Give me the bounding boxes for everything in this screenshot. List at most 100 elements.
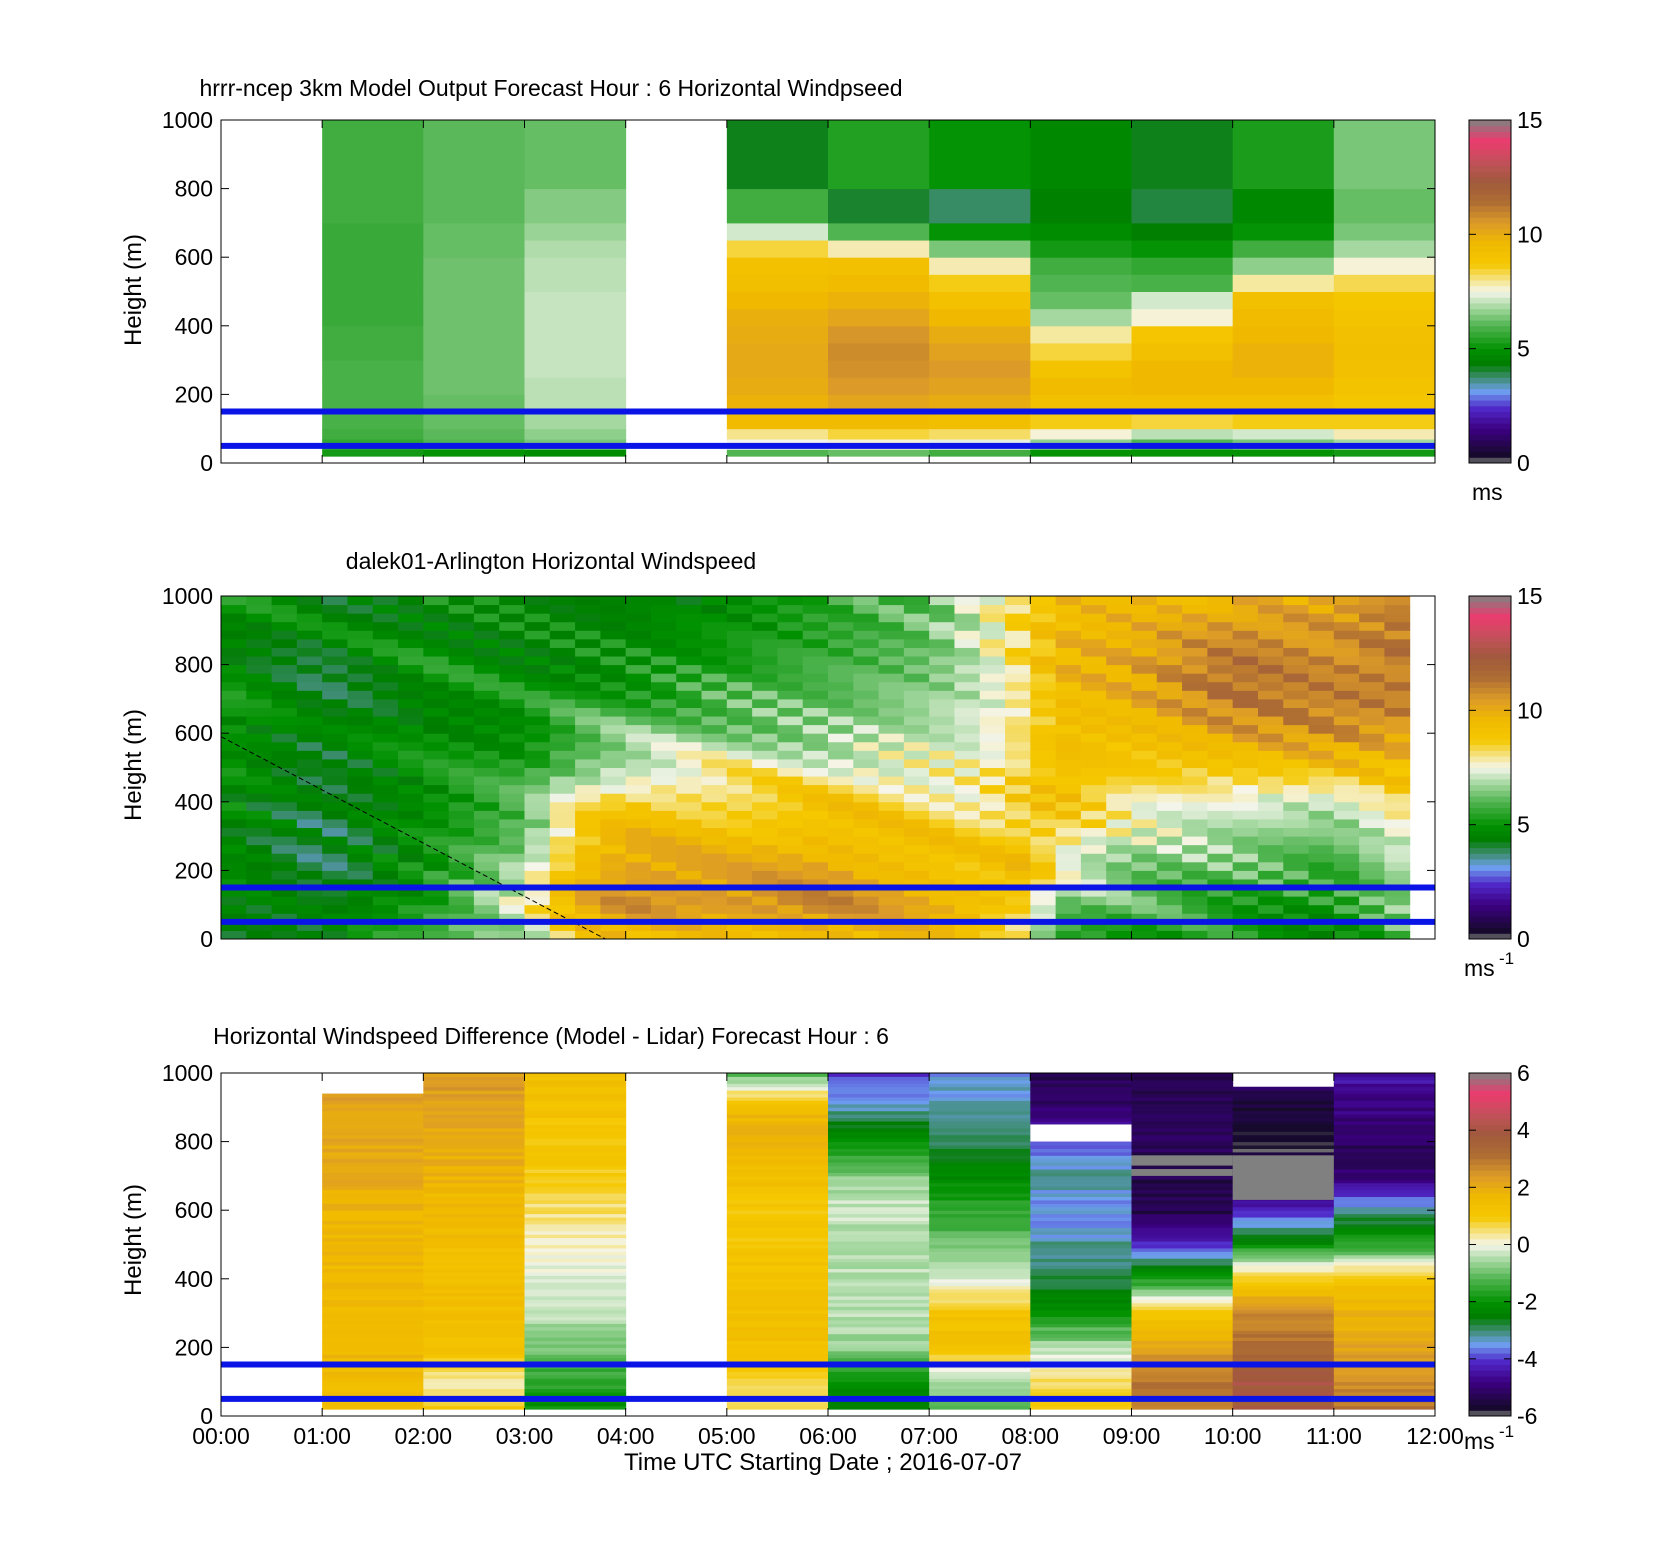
heatmap-cell [1005, 870, 1031, 880]
heatmap-cell [1131, 853, 1158, 863]
heatmap-cell [423, 1093, 525, 1098]
heatmap-cell [903, 690, 930, 700]
heatmap-cell [625, 836, 652, 846]
heatmap-cell [1359, 656, 1385, 666]
heatmap-cell [1030, 1261, 1132, 1266]
heatmap-cell [448, 750, 475, 760]
heatmap-cell [549, 853, 576, 863]
heatmap-cell [1131, 1134, 1234, 1139]
heatmap-cell [929, 621, 955, 631]
heatmap-cell [1232, 690, 1259, 700]
colorbar-segment [1469, 400, 1511, 407]
heatmap-cell [347, 673, 374, 683]
heatmap-cell [322, 1306, 424, 1311]
colorbar-segment [1469, 1118, 1511, 1125]
heatmap-cell [549, 801, 576, 811]
heatmap-cell [423, 1313, 525, 1318]
colorbar-segment [1469, 721, 1511, 728]
heatmap-cell [802, 827, 829, 837]
heatmap-cell [625, 690, 652, 700]
colorbar-segment [1469, 382, 1511, 390]
heatmap-cell [524, 1145, 627, 1149]
heatmap-cell [1257, 604, 1284, 614]
heatmap-cell [221, 767, 247, 777]
heatmap-cell [903, 681, 930, 691]
heatmap-cell [423, 887, 450, 897]
heatmap-cell [878, 853, 905, 863]
heatmap-cell [499, 878, 525, 889]
heatmap-cell [423, 1213, 525, 1218]
heatmap-cell [1030, 394, 1132, 413]
heatmap-cell [1232, 188, 1335, 224]
heatmap-cell [1384, 861, 1411, 871]
heatmap-cell [625, 750, 652, 760]
heatmap-cell [322, 793, 348, 803]
heatmap-cell [726, 1086, 829, 1091]
heatmap-cell [1182, 758, 1208, 768]
heatmap-cell [322, 801, 348, 811]
heatmap-cell [625, 861, 652, 871]
heatmap-cell [752, 810, 778, 820]
heatmap-cell [1182, 733, 1208, 743]
heatmap-cell [1030, 818, 1057, 829]
heatmap-cell [1055, 690, 1082, 700]
heatmap-cell [954, 630, 981, 640]
heatmap-cell [903, 793, 930, 803]
heatmap-cell [828, 1086, 930, 1091]
heatmap-cell [1232, 1265, 1335, 1270]
heatmap-cell [600, 647, 627, 657]
heatmap-cell [726, 1103, 829, 1108]
heatmap-cell [1005, 784, 1031, 794]
heatmap-cell [1156, 673, 1183, 683]
heatmap-cell [828, 1261, 930, 1266]
heatmap-cell [296, 844, 323, 854]
heatmap-cell [828, 1223, 930, 1228]
heatmap-cell [1131, 1217, 1234, 1221]
heatmap-cell [1106, 758, 1132, 768]
heatmap-cell [802, 878, 829, 889]
colorbar-segment [1469, 291, 1511, 298]
heatmap-cell [1232, 896, 1259, 906]
heatmap-cell [1384, 681, 1411, 691]
heatmap-cell [322, 1138, 424, 1143]
heatmap-cell [1333, 1244, 1436, 1249]
heatmap-cell [954, 724, 981, 734]
heatmap-cell [322, 784, 348, 794]
heatmap-cell [524, 707, 551, 717]
heatmap-cell [1384, 724, 1411, 734]
heatmap-cell [448, 664, 475, 674]
heatmap-cell [372, 613, 399, 623]
heatmap-cell [726, 1079, 829, 1084]
heatmap-cell [1080, 690, 1107, 700]
heatmap-cell [322, 1220, 424, 1225]
heatmap-cell [954, 767, 981, 777]
heatmap-cell [1131, 1227, 1234, 1232]
heatmap-cell [1106, 827, 1132, 837]
heatmap-cell [600, 776, 627, 786]
colorbar-segment [1469, 1193, 1511, 1200]
heatmap-cell [372, 741, 399, 751]
heatmap-cell [929, 1285, 1031, 1290]
heatmap-cell [1232, 1138, 1335, 1143]
heatmap-cell [1333, 1371, 1436, 1376]
heatmap-cell [1055, 767, 1082, 777]
heatmap-cell [1030, 1227, 1132, 1232]
heatmap-cell [979, 621, 1006, 631]
heatmap-cell [903, 596, 930, 606]
heatmap-cell [1156, 836, 1183, 846]
heatmap-cell [1359, 827, 1385, 837]
heatmap-cell [828, 1097, 930, 1101]
heatmap-cell [752, 596, 778, 606]
heatmap-cell [878, 647, 905, 657]
heatmap-cell [650, 844, 677, 854]
heatmap-cell [322, 690, 348, 700]
heatmap-cell [726, 1217, 829, 1221]
heatmap-cell [726, 1093, 829, 1098]
heatmap-cell [777, 664, 804, 674]
heatmap-cell [372, 827, 399, 837]
heatmap-cell [979, 853, 1006, 863]
heatmap-cell [600, 681, 627, 691]
heatmap-cell [423, 1223, 525, 1228]
heatmap-cell [423, 741, 450, 751]
heatmap-cell [676, 810, 703, 820]
